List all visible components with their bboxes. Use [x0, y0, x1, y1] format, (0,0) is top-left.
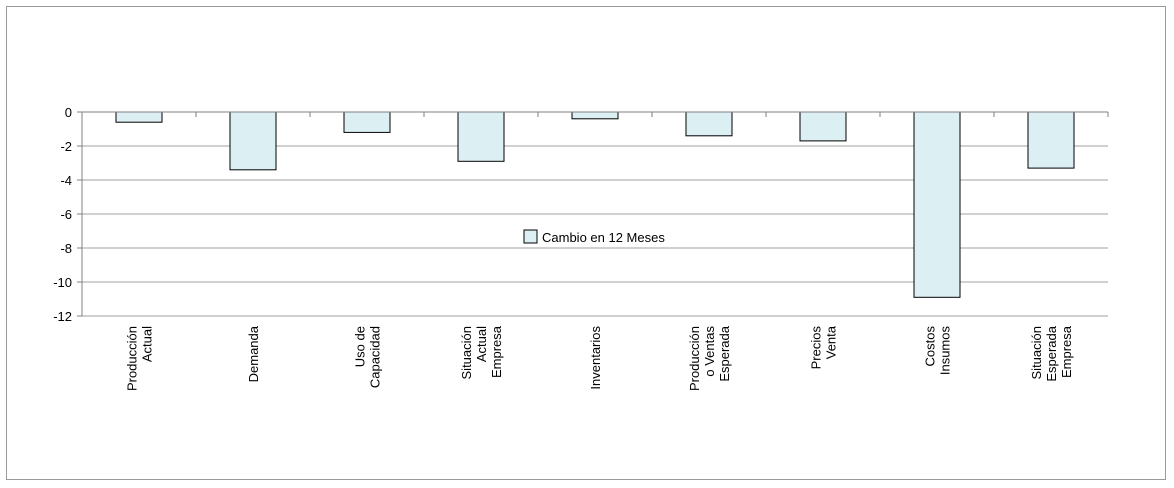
category-label: Situación Esperada Empresa: [1029, 325, 1074, 381]
bar: [115, 111, 163, 123]
legend-swatch: [523, 229, 538, 244]
category-label-line: Situación: [459, 326, 474, 379]
chart-frame: [6, 6, 1166, 480]
category-label: Demanda: [246, 325, 261, 382]
category-label-line: Actual: [474, 326, 489, 362]
bar: [913, 111, 961, 298]
legend: Cambio en 12 Meses: [523, 229, 665, 245]
y-tick-label: -12: [53, 309, 72, 324]
category-label: Inventarios: [588, 326, 603, 390]
bar: [1027, 111, 1075, 169]
bars: [115, 111, 1075, 298]
category-label-line: Costos: [923, 326, 938, 367]
category-label-line: Esperada: [1044, 325, 1059, 381]
y-tick-label: -4: [60, 173, 72, 188]
category-label-line: Capacidad: [368, 326, 383, 388]
category-label: Costos Insumos: [923, 326, 953, 376]
category-label-line: Uso de: [353, 326, 368, 367]
category-label-line: Precios: [809, 326, 824, 370]
axes: [77, 111, 1109, 317]
category-label-line: Producción: [687, 326, 702, 391]
category-label: Precios Venta: [809, 325, 839, 369]
category-label: Uso de Capacidad: [353, 326, 383, 388]
category-labels: Producción Actual Demanda Uso de Capacidad Si…: [125, 325, 1075, 391]
y-tick-label: -10: [53, 275, 72, 290]
y-tick-labels: 0 -2 -4 -6 -8 -10 -12: [53, 105, 72, 324]
category-label-line: Producción: [125, 326, 140, 391]
category-label-line: Demanda: [246, 325, 261, 382]
bar: [571, 111, 619, 120]
category-label-line: Empresa: [1059, 325, 1074, 378]
category-label: Producción Actual: [125, 326, 155, 391]
category-label: Situación Actual Empresa: [459, 325, 504, 379]
category-label-line: Actual: [140, 326, 155, 362]
y-tick-label: -8: [60, 241, 72, 256]
bar: [685, 111, 733, 137]
category-label: Producción o Ventas Esperada: [687, 325, 732, 391]
category-label-line: Insumos: [938, 326, 953, 376]
bar: [799, 111, 847, 142]
legend-label: Cambio en 12 Meses: [542, 230, 665, 245]
category-label-line: Empresa: [489, 325, 504, 378]
bar: [343, 111, 391, 133]
bar: [229, 111, 277, 171]
category-label-line: Inventarios: [588, 326, 603, 390]
y-tick-label: -2: [60, 139, 72, 154]
y-tick-label: 0: [65, 105, 72, 120]
y-tick-label: -6: [60, 207, 72, 222]
bar: [457, 111, 505, 162]
category-label-line: Esperada: [717, 325, 732, 381]
category-label-line: Venta: [824, 325, 839, 359]
category-label-line: o Ventas: [702, 326, 717, 377]
category-label-line: Situación: [1029, 326, 1044, 379]
